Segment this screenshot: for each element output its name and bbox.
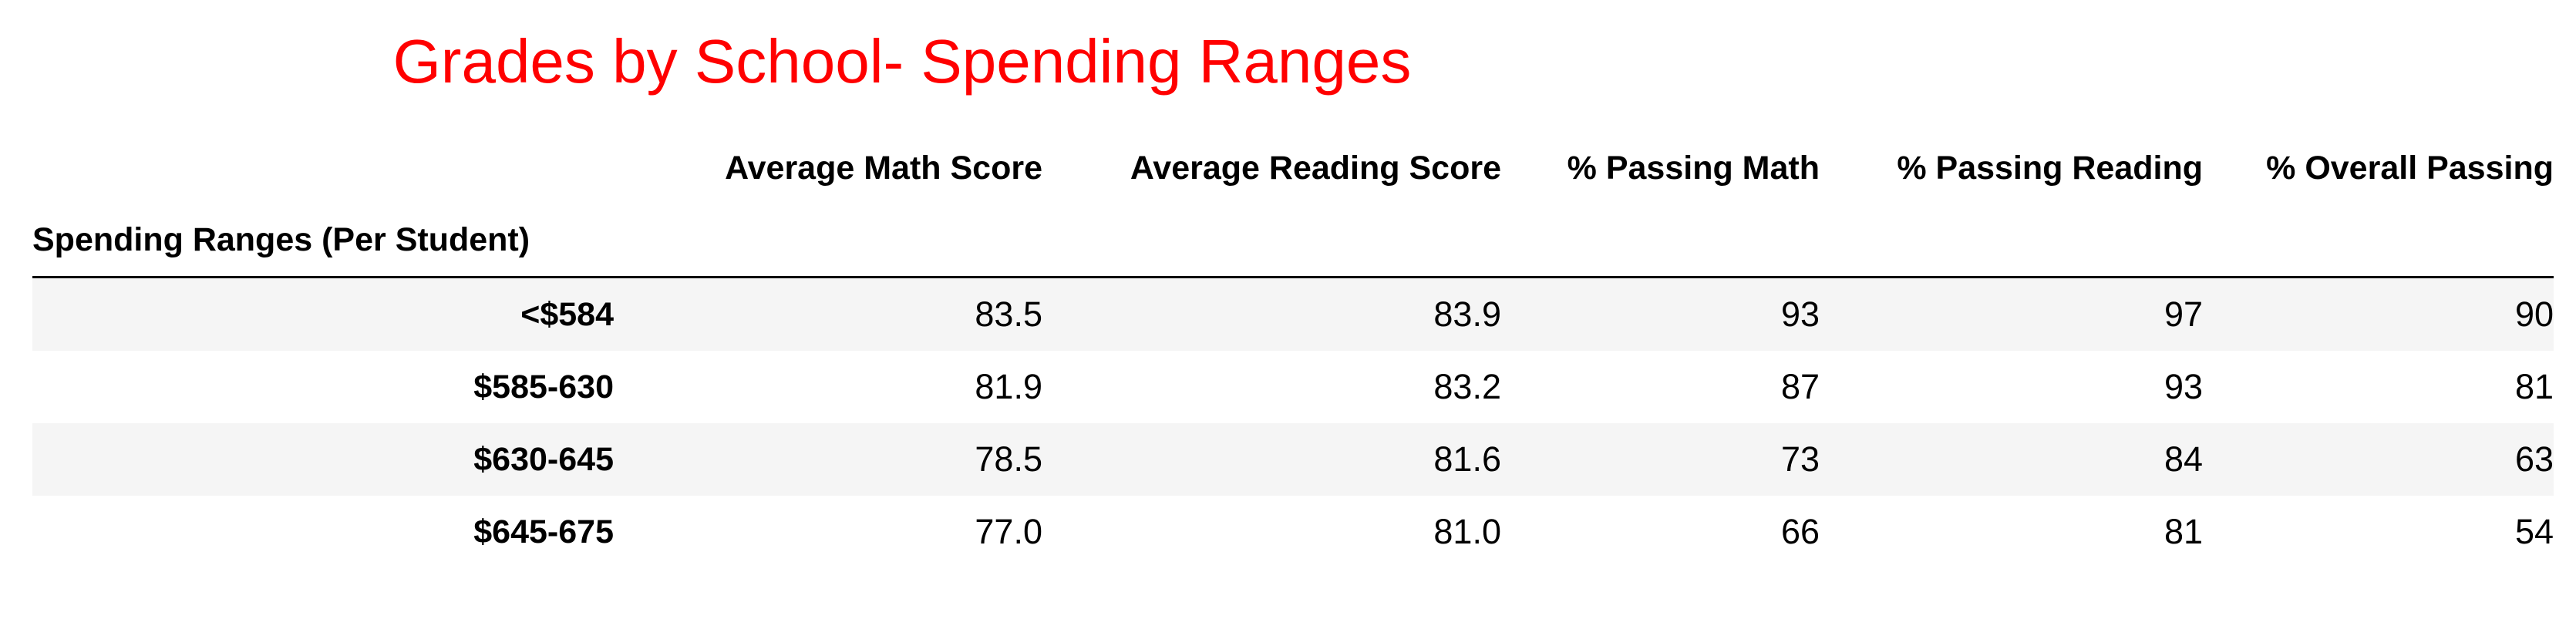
cell-passing-math: 93 <box>1780 294 1820 334</box>
column-header-average-math-score: Average Math Score <box>725 150 1042 187</box>
cell-average-reading-score: 83.9 <box>1433 294 1501 334</box>
cell-overall-passing: 63 <box>2514 439 2554 479</box>
cell-passing-reading: 84 <box>2164 439 2203 479</box>
table-title: Grades by School- Spending Ranges <box>392 27 1412 96</box>
cell-average-math-score: 83.5 <box>975 294 1042 334</box>
cell-average-math-score: 81.9 <box>975 367 1042 406</box>
index-header-row: Spending Ranges (Per Student) <box>32 204 2554 276</box>
table-row: $645-675 77.0 81.0 66 81 54 <box>32 496 2554 568</box>
index-name: Spending Ranges (Per Student) <box>32 221 530 258</box>
cell-overall-passing: 90 <box>2514 294 2554 334</box>
cell-passing-math: 66 <box>1780 512 1820 551</box>
cell-passing-reading: 81 <box>2164 512 2203 551</box>
cell-average-math-score: 78.5 <box>975 439 1042 479</box>
cell-passing-math: 73 <box>1780 439 1820 479</box>
row-label: <$584 <box>520 296 614 333</box>
cell-overall-passing: 54 <box>2514 512 2554 551</box>
table-row: $630-645 78.5 81.6 73 84 63 <box>32 423 2554 496</box>
row-label: $585-630 <box>473 368 614 405</box>
cell-overall-passing: 81 <box>2514 367 2554 406</box>
column-header-passing-math: % Passing Math <box>1567 150 1820 187</box>
spending-ranges-table: Average Math Score Average Reading Score… <box>32 131 2554 568</box>
cell-passing-math: 87 <box>1780 367 1820 406</box>
cell-average-reading-score: 83.2 <box>1433 367 1501 406</box>
cell-average-math-score: 77.0 <box>975 512 1042 551</box>
table-row: $585-630 81.9 83.2 87 93 81 <box>32 351 2554 423</box>
row-label: $645-675 <box>473 513 614 550</box>
column-header-overall-passing: % Overall Passing <box>2266 150 2554 187</box>
column-header-passing-reading: % Passing Reading <box>1897 150 2203 187</box>
column-header-average-reading-score: Average Reading Score <box>1130 150 1501 187</box>
cell-average-reading-score: 81.0 <box>1433 512 1501 551</box>
cell-passing-reading: 93 <box>2164 367 2203 406</box>
cell-passing-reading: 97 <box>2164 294 2203 334</box>
column-header-row: Average Math Score Average Reading Score… <box>32 131 2554 204</box>
cell-average-reading-score: 81.6 <box>1433 439 1501 479</box>
row-label: $630-645 <box>473 441 614 478</box>
header-divider <box>32 276 2554 278</box>
table-row: <$584 83.5 83.9 93 97 90 <box>32 278 2554 351</box>
